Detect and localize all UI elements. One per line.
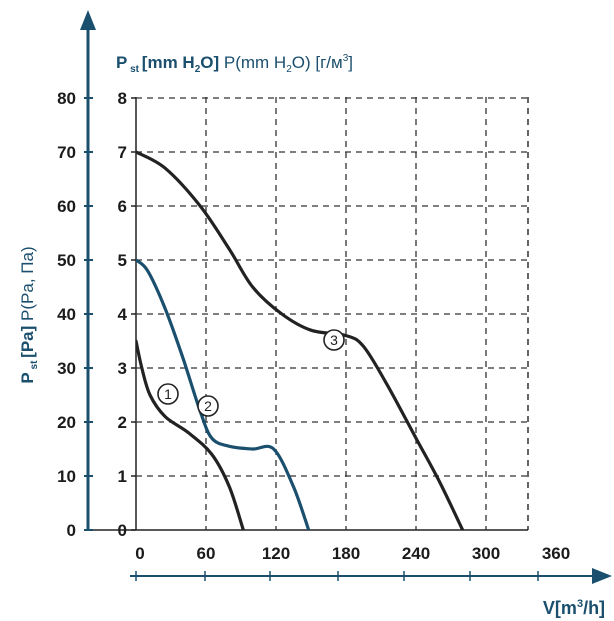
pa-tick-label: 30 [57, 359, 76, 378]
pa-tick-label: 10 [57, 467, 76, 486]
mm-tick-label: 4 [118, 305, 128, 324]
series-line-2 [136, 258, 311, 530]
mm-tick-labels: 0 1 2 3 4 5 6 7 8 [118, 89, 136, 540]
x-axis-arrow-icon [592, 568, 612, 584]
series-line-3 [136, 150, 465, 530]
pa-tick-label: 60 [57, 197, 76, 216]
mm-tick-label: 5 [118, 251, 127, 270]
series-group [136, 150, 465, 530]
curve-marker-circle [323, 329, 345, 351]
x-tick-label: 0 [135, 544, 144, 563]
series-line-1 [136, 339, 245, 530]
x-tick-label: 240 [402, 544, 430, 563]
pa-tick-label: 50 [57, 251, 76, 270]
x-tick-label: 300 [472, 544, 500, 563]
y-axis-arrow-icon [80, 10, 96, 30]
curve-marker-circle [157, 383, 179, 405]
curve-markers: 1 2 3 [157, 329, 345, 417]
pa-tick-label: 70 [57, 143, 76, 162]
pa-tick-labels: 0 10 20 30 40 50 60 70 80 [57, 89, 93, 540]
x-axis-marks [135, 571, 539, 581]
mm-tick-label: 0 [118, 521, 127, 540]
mm-tick-label: 7 [118, 143, 127, 162]
pa-tick-label: 80 [57, 89, 76, 108]
mm-tick-label: 6 [118, 197, 127, 216]
curve-marker-label: 2 [204, 398, 212, 414]
mm-tick-label: 1 [118, 467, 127, 486]
curve-marker-label: 3 [330, 332, 338, 348]
curve-marker-circle [197, 395, 219, 417]
grid [136, 97, 529, 530]
y-axis-label-mm: P st [mm H2O] P(mm H2O) [г/м3] [116, 53, 353, 75]
curve-marker-label: 1 [164, 386, 172, 402]
x-tick-label: 60 [197, 544, 216, 563]
x-tick-label: 180 [332, 544, 360, 563]
mm-tick-label: 3 [118, 359, 127, 378]
pa-tick-label: 40 [57, 305, 76, 324]
x-tick-label: 120 [262, 544, 290, 563]
mm-tick-label: 2 [118, 413, 127, 432]
mm-tick-label: 8 [118, 89, 127, 108]
y-axis-label-pa: P st [Pa] P(Pa, Па) [18, 246, 40, 383]
pa-tick-label: 0 [67, 521, 76, 540]
x-tick-label: 360 [542, 544, 570, 563]
x-axis-label: V[m3/h] [543, 598, 605, 618]
x-tick-labels: 0 60 120 180 240 300 360 [135, 544, 570, 563]
pa-tick-label: 20 [57, 413, 76, 432]
